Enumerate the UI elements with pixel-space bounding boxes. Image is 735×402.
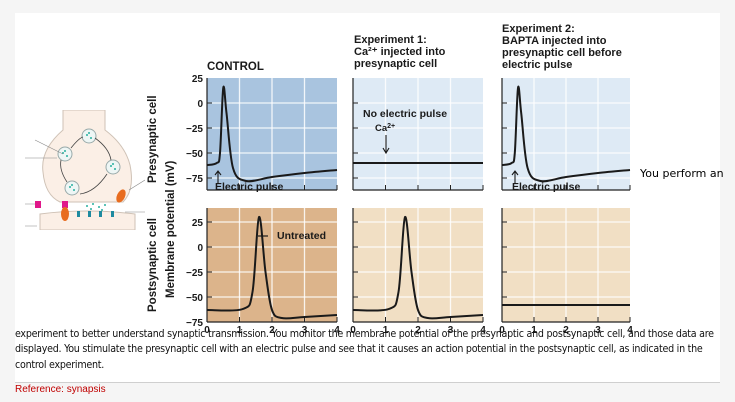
x-tick-label: 1 <box>383 325 389 336</box>
question-text-start: You perform an <box>640 167 724 180</box>
panel-title-control: CONTROL <box>207 61 264 73</box>
x-tick-label: 1 <box>237 325 243 336</box>
x-tick-label: 3 <box>448 325 454 336</box>
y-tick-label: 25 <box>192 74 204 85</box>
label-leader-lines <box>25 139 145 227</box>
annotation-no-electric-pulse: No electric pulse <box>363 108 447 120</box>
trace-line <box>352 215 484 320</box>
y-tick-label: −25 <box>186 268 203 279</box>
x-tick-label: 4 <box>480 325 486 336</box>
receptor-icon <box>77 211 114 217</box>
y-tick-label: −75 <box>186 318 203 329</box>
x-tick-label: 0 <box>499 325 505 336</box>
annotation-calcium: Ca2+ <box>375 123 395 134</box>
trace-line <box>206 215 338 320</box>
y-tick-label: −25 <box>186 124 203 135</box>
ion-pump-icon <box>116 189 126 203</box>
annotation-untreated: Untreated <box>277 230 326 242</box>
panel-title-line: electric pulse <box>502 59 573 71</box>
synapse-figure: CONTROL Experiment 1: Ca²⁺ injected into… <box>25 24 633 336</box>
x-tick-label: 2 <box>563 325 569 336</box>
y-tick-label: 25 <box>192 218 204 229</box>
panel-title-line: Ca²⁺ injected into <box>354 46 446 58</box>
panel-title-line: Experiment 2: <box>502 23 575 35</box>
ion-pump-icon <box>61 207 69 221</box>
vesicle-icon <box>57 128 121 196</box>
divider <box>15 382 720 383</box>
x-tick-label: 0 <box>204 325 210 336</box>
y-tick-label: −50 <box>186 149 203 160</box>
panel-title-line: presynaptic cell before <box>502 47 622 59</box>
panel-title-line: presynaptic cell <box>354 58 438 70</box>
annotation-electric-pulse: Electric pulse <box>512 181 580 193</box>
trace-line <box>206 85 338 183</box>
calcium-channel-icon <box>35 201 41 208</box>
x-tick-label: 3 <box>595 325 601 336</box>
synapse-illustration <box>25 110 145 230</box>
y-tick-label: −75 <box>186 174 203 185</box>
question-paragraph: experiment to better understand synaptic… <box>15 328 714 371</box>
annotation-electric-pulse: Electric pulse <box>215 181 283 193</box>
vesicle-cycle-arrows <box>60 136 112 195</box>
x-tick-label: 2 <box>269 325 275 336</box>
panel-title-exp2: Experiment 2: BAPTA injected into presyn… <box>502 24 622 71</box>
calcium-channel-icon <box>62 201 68 208</box>
reference-link[interactable]: Reference: synapsis <box>15 384 106 395</box>
pulse-arrow-icon <box>214 170 222 184</box>
panel-title-line: Experiment 1: <box>354 34 427 46</box>
y-tick-label: 0 <box>197 243 203 254</box>
y-tick-label: −50 <box>186 293 203 304</box>
pulse-arrow-icon <box>511 170 519 184</box>
x-tick-label: 2 <box>415 325 421 336</box>
x-tick-label: 3 <box>302 325 308 336</box>
calcium-arrow-icon <box>382 135 390 155</box>
x-tick-label: 4 <box>627 325 633 336</box>
y-tick-label: 0 <box>197 99 203 110</box>
x-tick-label: 1 <box>531 325 537 336</box>
neurotransmitter-dots <box>86 203 106 211</box>
x-tick-label: 0 <box>350 325 356 336</box>
x-tick-label: 4 <box>334 325 340 336</box>
trace-line <box>501 85 631 183</box>
panel-title-line: BAPTA injected into <box>502 35 607 47</box>
panel-title-exp1: Experiment 1: Ca²⁺ injected into presyna… <box>354 35 445 70</box>
